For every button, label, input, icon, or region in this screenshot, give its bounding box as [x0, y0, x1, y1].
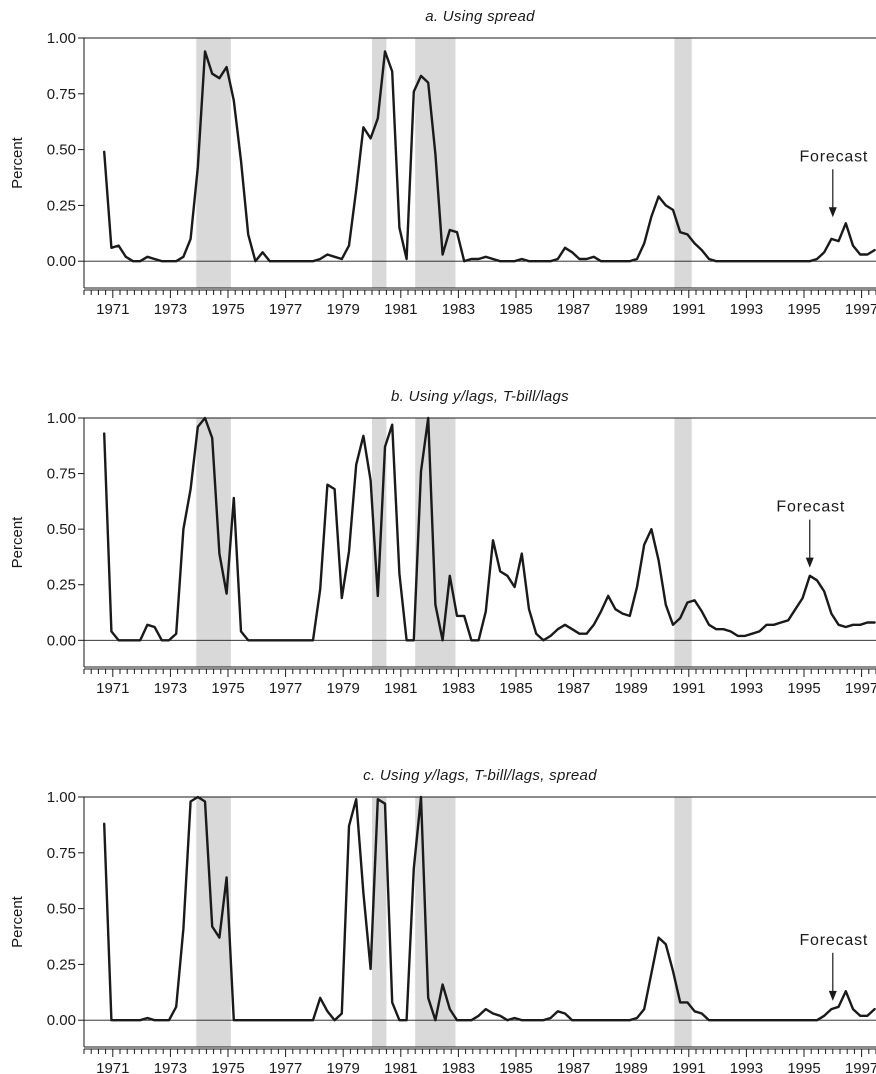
forecast-arrow-head — [828, 990, 837, 1001]
y-tick-label: 0.75 — [47, 466, 76, 483]
x-tick-label: 1987 — [557, 301, 590, 318]
x-tick-label: 1971 — [96, 301, 129, 318]
x-tick-label: 1991 — [672, 1060, 705, 1074]
x-tick-label: 1989 — [615, 301, 648, 318]
y-tick-label: 0.50 — [47, 901, 76, 918]
panel-title: a. Using spread — [425, 8, 535, 25]
x-tick-label: 1987 — [557, 1060, 590, 1074]
x-tick-label: 1981 — [384, 680, 417, 697]
recession-band — [415, 418, 456, 667]
forecast-arrow-head — [805, 557, 814, 568]
x-tick-label: 1989 — [615, 680, 648, 697]
y-tick-label: 0.00 — [47, 253, 76, 270]
panel-c: 0.00 0.25 0.50 0.75 1.00 Percent c. Using y/la… — [9, 767, 876, 1074]
y-tick-label: 0.50 — [47, 142, 76, 159]
x-tick-label: 1971 — [96, 1060, 129, 1074]
x-tick-label: 1975 — [211, 680, 244, 697]
x-tick-label: 1971 — [96, 680, 129, 697]
x-tick-label: 1993 — [730, 1060, 763, 1074]
y-tick-label: 0.75 — [47, 845, 76, 862]
x-tick-label: 1977 — [269, 680, 302, 697]
x-tick-label: 1991 — [672, 301, 705, 318]
x-tick-label: 1983 — [442, 301, 475, 318]
x-tick-label: 1981 — [384, 301, 417, 318]
series-line — [102, 416, 876, 642]
forecast-label: Forecast — [799, 148, 868, 165]
forecast-label: Forecast — [776, 499, 845, 516]
y-tick-label: 0.00 — [47, 632, 76, 649]
x-tick-label: 1977 — [269, 301, 302, 318]
recession-band — [372, 38, 387, 288]
y-tick-label: 0.25 — [47, 577, 76, 594]
x-tick-label: 1979 — [327, 1060, 360, 1074]
y-tick-label: 1.00 — [47, 30, 76, 47]
panel-title: b. Using y/lags, T-bill/lags — [391, 388, 569, 405]
panel-title: c. Using y/lags, T-bill/lags, spread — [363, 767, 597, 784]
y-tick-label: 0.25 — [47, 956, 76, 973]
x-tick-label: 1987 — [557, 680, 590, 697]
panel-b: 0.00 0.25 0.50 0.75 1.00 Percent b. Using y/la… — [9, 388, 876, 697]
y-axis-label: Percent — [9, 516, 26, 569]
recession-band — [674, 418, 692, 667]
x-tick-label: 1973 — [154, 301, 187, 318]
x-tick-label: 1973 — [154, 680, 187, 697]
series-line — [102, 795, 876, 1022]
y-tick-label: 1.00 — [47, 789, 76, 806]
x-tick-label: 1983 — [442, 1060, 475, 1074]
x-tick-label: 1993 — [730, 301, 763, 318]
y-axis-label: Percent — [9, 136, 26, 189]
x-tick-label: 1985 — [499, 301, 532, 318]
y-tick-label: 1.00 — [47, 410, 76, 427]
x-tick-label: 1975 — [211, 1060, 244, 1074]
y-tick-label: 0.50 — [47, 521, 76, 538]
recession-band — [674, 38, 692, 288]
panel-a: 0.00 0.25 0.50 0.75 1.00 Percent a. Using spre… — [9, 8, 876, 318]
x-tick-label: 1989 — [615, 1060, 648, 1074]
x-tick-label: 1981 — [384, 1060, 417, 1074]
x-tick-label: 1977 — [269, 1060, 302, 1074]
y-tick-label: 0.25 — [47, 197, 76, 214]
x-tick-label: 1995 — [787, 1060, 820, 1074]
series-line — [102, 50, 876, 263]
x-tick-label: 1985 — [499, 1060, 532, 1074]
x-tick-label: 1985 — [499, 680, 532, 697]
y-tick-label: 0.00 — [47, 1012, 76, 1029]
x-tick-label: 1991 — [672, 680, 705, 697]
x-tick-label: 1997 — [845, 301, 876, 318]
recession-band — [674, 797, 692, 1047]
y-axis-label: Percent — [9, 895, 26, 948]
x-tick-label: 1983 — [442, 680, 475, 697]
x-tick-label: 1997 — [845, 680, 876, 697]
x-tick-label: 1979 — [327, 680, 360, 697]
x-tick-label: 1975 — [211, 301, 244, 318]
forecast-label: Forecast — [799, 932, 868, 949]
recession-band — [372, 797, 387, 1047]
y-tick-label: 0.75 — [47, 86, 76, 103]
forecast-arrow-head — [828, 207, 837, 218]
x-tick-label: 1979 — [327, 301, 360, 318]
recession-band — [196, 797, 231, 1047]
x-tick-label: 1995 — [787, 680, 820, 697]
x-tick-label: 1993 — [730, 680, 763, 697]
x-tick-label: 1997 — [845, 1060, 876, 1074]
x-tick-label: 1995 — [787, 301, 820, 318]
x-tick-label: 1973 — [154, 1060, 187, 1074]
